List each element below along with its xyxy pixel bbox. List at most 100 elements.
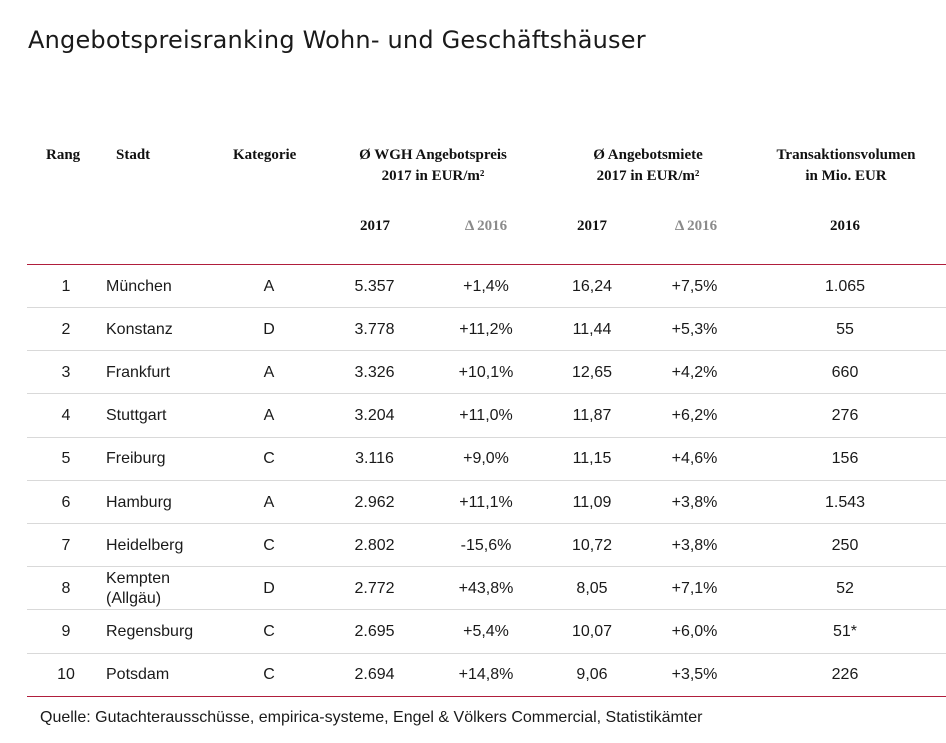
source-note: Quelle: Gutachterausschüsse, empirica-sy… (40, 709, 703, 726)
cell-miete: 8,05 (576, 579, 608, 597)
cell-miete: 10,72 (571, 536, 613, 554)
subheader-volumen-year: 2016 (830, 218, 860, 234)
cell-volumen: 660 (831, 363, 859, 381)
cell-stadt: Stuttgart (106, 395, 246, 438)
cell-preis: 5.357 (354, 277, 395, 295)
cell-volumen: 156 (831, 450, 859, 468)
cell-stadt-line1: Hamburg (106, 493, 172, 511)
cell-miete-delta: +3,8% (671, 493, 718, 511)
cell-miete-delta: +3,5% (671, 666, 718, 684)
cell-stadt: Frankfurt (106, 351, 246, 394)
subheader-miete-year: 2017 (577, 218, 607, 234)
cell-stadt-line2: (Allgäu) (106, 589, 162, 607)
cell-stadt: Heidelberg (106, 524, 246, 567)
table-row: 5 Freiburg C 3.116 +9,0% 11,15 +4,6% 156 (27, 438, 946, 481)
cell-preis: 2.695 (354, 623, 395, 641)
cell-preis: 3.326 (354, 363, 395, 381)
cell-miete: 11,87 (572, 407, 612, 425)
cell-stadt: Regensburg (106, 611, 246, 654)
cell-preis: 3.778 (354, 320, 395, 338)
header-transaktionsvolumen-line2: in Mio. EUR (805, 168, 887, 184)
cell-rang: 6 (61, 493, 71, 511)
table-row: 8 Kempten (Allgäu) D 2.772 +43,8% 8,05 +7,1% 52 (27, 567, 946, 611)
cell-miete-delta: +5,3% (671, 320, 718, 338)
cell-miete-delta: +7,5% (671, 277, 718, 295)
header-angebotspreis: Ø WGH Angebotspreis 2017 in EUR/m² (333, 145, 533, 187)
cell-rang: 10 (57, 666, 75, 684)
cell-preis-delta: +11,1% (459, 493, 513, 511)
header-angebotsmiete-line1: Ø Angebotsmiete (593, 147, 703, 163)
table-row: 9 Regensburg C 2.695 +5,4% 10,07 +6,0% 51* (27, 611, 946, 654)
cell-volumen: 51* (832, 623, 858, 641)
table-top-rule (27, 264, 946, 265)
table-row: 1 München A 5.357 +1,4% 16,24 +7,5% 1.065 (27, 265, 946, 308)
cell-kategorie: A (263, 407, 275, 425)
table-bottom-rule (27, 696, 946, 697)
cell-kategorie: C (263, 666, 275, 684)
header-angebotspreis-line1: Ø WGH Angebotspreis (359, 147, 507, 163)
cell-preis: 2.802 (354, 536, 395, 554)
cell-stadt-line1: München (106, 277, 172, 295)
cell-stadt: München (106, 265, 246, 308)
cell-rang: 7 (61, 536, 71, 554)
header-rang: Rang (46, 147, 81, 163)
cell-miete: 11,15 (572, 450, 612, 468)
cell-stadt-line1: Freiburg (106, 450, 166, 468)
cell-preis-delta: +11,0% (459, 407, 513, 425)
cell-preis: 2.772 (354, 579, 395, 597)
cell-kategorie: C (263, 623, 275, 641)
cell-stadt-line1: Potsdam (106, 666, 170, 684)
header-transaktionsvolumen: Transaktionsvolumen in Mio. EUR (756, 145, 936, 187)
cell-rang: 5 (61, 450, 71, 468)
cell-preis: 3.116 (355, 450, 394, 468)
cell-volumen: 250 (831, 536, 859, 554)
cell-rang: 4 (61, 407, 71, 425)
cell-kategorie: D (263, 579, 275, 597)
cell-miete: 11,44 (572, 320, 612, 338)
header-transaktionsvolumen-line1: Transaktionsvolumen (776, 147, 916, 163)
cell-miete: 16,24 (571, 277, 613, 295)
cell-stadt-line1: Heidelberg (106, 536, 184, 554)
cell-preis-delta: +10,1% (458, 363, 514, 381)
cell-miete: 11,09 (572, 493, 612, 511)
cell-stadt-line1: Frankfurt (106, 363, 171, 381)
cell-miete-delta: +6,2% (671, 407, 718, 425)
header-angebotspreis-line2: 2017 in EUR/m² (381, 168, 485, 184)
cell-kategorie: C (263, 536, 275, 554)
cell-stadt-line1: Kempten (106, 569, 171, 587)
cell-preis: 2.694 (354, 666, 395, 684)
cell-rang: 8 (61, 579, 71, 597)
cell-preis-delta: +43,8% (458, 579, 514, 597)
cell-kategorie: A (263, 493, 275, 511)
cell-kategorie: A (263, 277, 275, 295)
header-angebotsmiete: Ø Angebotsmiete 2017 in EUR/m² (563, 145, 733, 187)
cell-preis-delta: +11,2% (459, 320, 513, 338)
subheader-preis-delta: Δ 2016 (464, 218, 508, 234)
cell-stadt-line1: Konstanz (106, 320, 173, 338)
table-row: 4 Stuttgart A 3.204 +11,0% 11,87 +6,2% 276 (27, 395, 946, 438)
header-stadt: Stadt (116, 147, 151, 163)
cell-volumen: 226 (831, 666, 859, 684)
cell-stadt: Freiburg (106, 438, 246, 481)
cell-rang: 2 (61, 320, 71, 338)
cell-miete-delta: +4,2% (671, 363, 718, 381)
table-row: 7 Heidelberg C 2.802 -15,6% 10,72 +3,8% 250 (27, 524, 946, 568)
cell-rang: 3 (61, 363, 71, 381)
header-angebotsmiete-line2: 2017 in EUR/m² (596, 168, 700, 184)
cell-miete: 9,06 (576, 666, 608, 684)
cell-preis-delta: +9,0% (463, 450, 509, 468)
cell-preis-delta: +14,8% (458, 666, 514, 684)
table-row: 6 Hamburg A 2.962 +11,1% 11,09 +3,8% 1.543 (27, 481, 946, 524)
cell-stadt: Hamburg (106, 481, 246, 524)
table-row: 10 Potsdam C 2.694 +14,8% 9,06 +3,5% 226 (27, 654, 946, 697)
cell-volumen: 55 (836, 320, 854, 338)
cell-rang: 1 (61, 277, 71, 295)
cell-stadt-line1: Regensburg (106, 623, 194, 641)
cell-miete-delta: +4,6% (671, 450, 718, 468)
cell-stadt: Potsdam (106, 654, 246, 697)
cell-stadt: Konstanz (106, 308, 246, 351)
cell-kategorie: A (263, 363, 275, 381)
header-kategorie: Kategorie (233, 147, 297, 163)
subheader-preis-year: 2017 (360, 218, 390, 234)
cell-rang: 9 (61, 623, 71, 641)
